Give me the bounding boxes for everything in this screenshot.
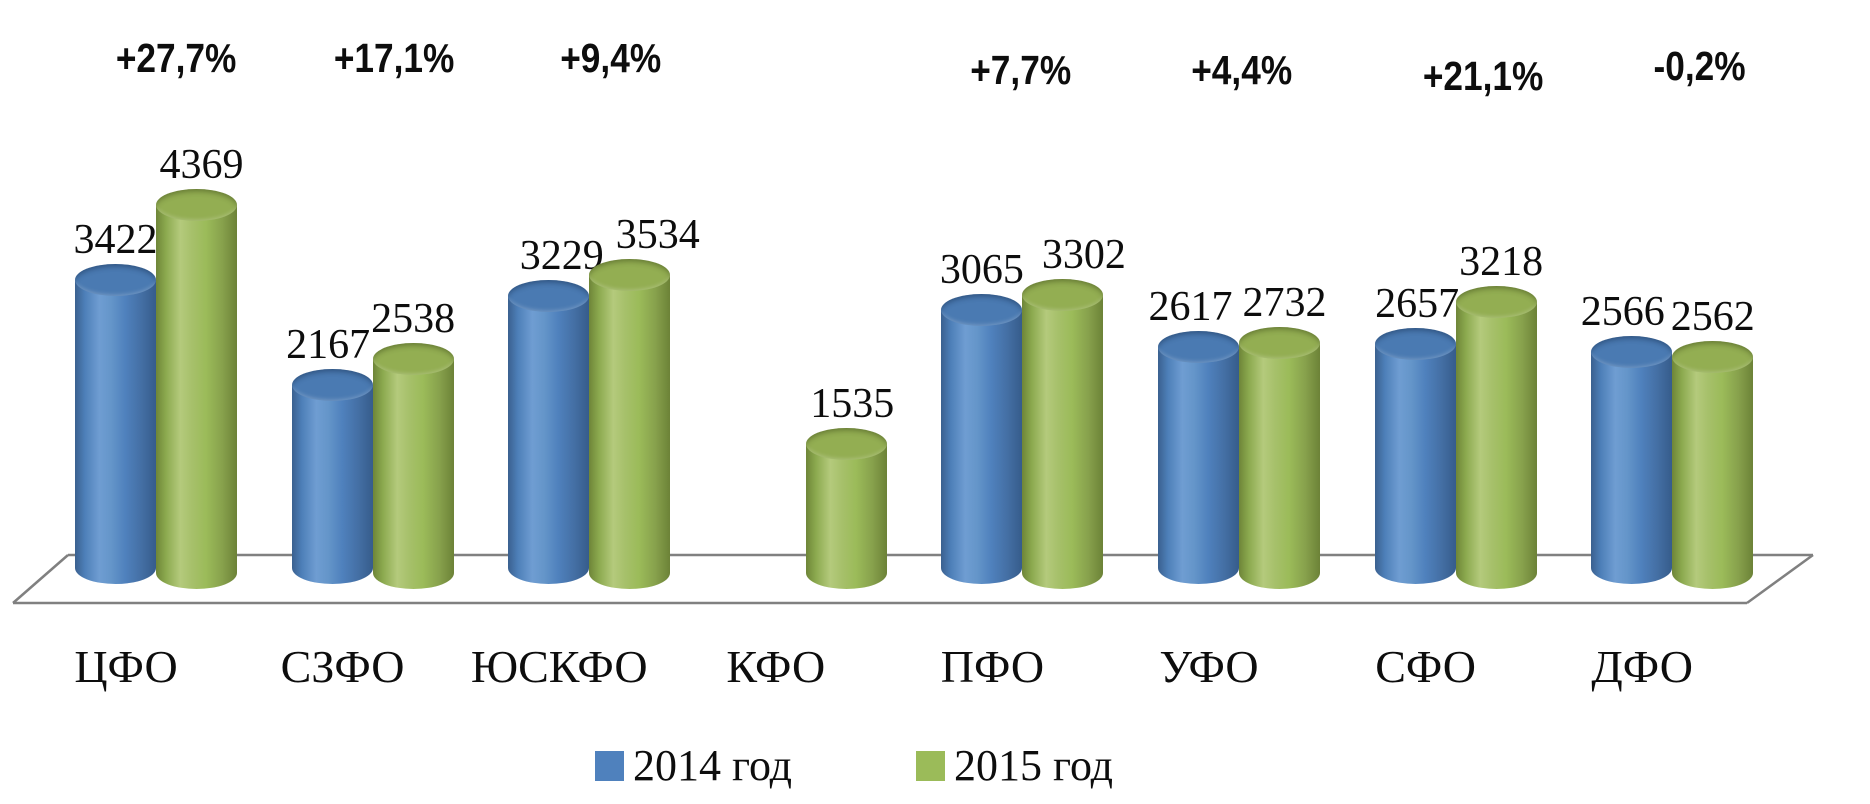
cylinder-body — [372, 359, 454, 589]
bar-2014-сфо — [1374, 328, 1456, 584]
cylinder-body — [508, 295, 590, 584]
category-label-пфо: ПФО — [940, 641, 1045, 692]
cylinder-body — [75, 279, 156, 584]
change-percent-label-пфо: +7,7% — [970, 47, 1072, 93]
cylinder-top — [1022, 278, 1104, 311]
cylinder-top — [1374, 328, 1456, 360]
cylinder-body — [1374, 344, 1456, 584]
category-label-сфо: СФО — [1375, 641, 1476, 692]
legend-item-2015: 2015 год — [916, 742, 1113, 790]
bar-2015-дфо — [1672, 341, 1754, 589]
bar-2015-кфо — [805, 427, 887, 589]
cylinder-top — [75, 263, 156, 296]
bar-2015-цфо — [156, 188, 237, 589]
change-percent-label-сзфо: +17,1% — [333, 35, 455, 81]
cylinder-top — [1239, 326, 1320, 359]
category-label-юскфо: ЮСКФО — [470, 641, 648, 692]
bar-2014-юскфо — [508, 279, 590, 584]
cylinder-top — [941, 293, 1023, 326]
bar-2014-дфо — [1591, 335, 1673, 584]
value-label-2015-пфо: 3302 — [1041, 231, 1126, 278]
value-label-2014-сзфо: 2167 — [286, 322, 371, 369]
cylinder-body — [941, 309, 1023, 584]
value-label-2015-дфо: 2562 — [1670, 294, 1755, 341]
value-label-2014-сфо: 2657 — [1375, 281, 1460, 327]
cylinder-top — [805, 427, 887, 460]
bar-2014-пфо — [941, 293, 1023, 584]
value-label-2014-дфо: 2566 — [1580, 288, 1665, 335]
value-label-2015-уфо: 2732 — [1242, 279, 1327, 326]
bar-2014-уфо — [1158, 331, 1239, 584]
change-percent-label-цфо: +27,7% — [115, 35, 237, 81]
cylinder-top — [1672, 341, 1754, 374]
cylinder-top — [156, 188, 237, 221]
cylinder-body — [1672, 357, 1754, 589]
category-label-сзфо: СЗФО — [280, 641, 405, 692]
cylinder-body — [1455, 301, 1537, 589]
legend-swatch-2014 — [595, 751, 624, 781]
cylinder-top — [508, 279, 590, 312]
cylinder-top — [589, 259, 671, 292]
bar-2015-пфо — [1022, 278, 1104, 589]
value-label-2015-сзфо: 2538 — [371, 296, 456, 343]
value-label-2014-пфо: 3065 — [939, 246, 1024, 293]
bar-2014-сзфо — [291, 369, 373, 584]
legend-label-2015: 2015 год — [954, 741, 1114, 790]
value-label-2015-сфо: 3218 — [1459, 238, 1544, 285]
change-percent-label-дфо: -0,2% — [1653, 43, 1747, 89]
cylinder-body — [805, 443, 887, 589]
bar-2014-цфо — [75, 263, 156, 584]
category-label-уфо: УФО — [1159, 641, 1259, 692]
change-percent-label-юскфо: +9,4% — [560, 35, 662, 81]
change-percent-label-уфо: +4,4% — [1191, 47, 1293, 93]
bar-2015-юскфо — [589, 259, 671, 589]
bar-2015-сфо — [1455, 285, 1537, 589]
cylinder-body — [291, 385, 373, 584]
cylinder-top — [1455, 285, 1537, 318]
cylinder-top — [372, 343, 454, 376]
cylinder-body — [156, 204, 237, 589]
bar-2015-уфо — [1239, 326, 1320, 589]
category-label-дфо: ДФО — [1591, 641, 1693, 692]
cylinder-top — [1158, 331, 1239, 364]
cylinder-body — [1022, 294, 1104, 589]
bar-2015-сзфо — [372, 343, 454, 589]
value-label-2015-кфо: 1535 — [810, 380, 895, 427]
cylinder-body — [1239, 342, 1320, 589]
cylinder-body — [1158, 347, 1239, 584]
value-label-2014-уфо: 2617 — [1148, 284, 1233, 331]
value-label-2014-цфо: 3422 — [73, 216, 158, 263]
legend-item-2014: 2014 год — [595, 742, 792, 790]
category-label-кфо: КФО — [726, 641, 826, 692]
value-label-2015-юскфо: 3534 — [615, 212, 700, 259]
cylinder-top — [1591, 335, 1673, 368]
cylinder-body — [589, 275, 671, 589]
legend-swatch-2015 — [916, 751, 945, 781]
cylinder-top — [291, 369, 373, 402]
change-percent-label-сфо: +21,1% — [1422, 53, 1544, 99]
cylinder-body — [1591, 351, 1673, 584]
legend-label-2014: 2014 год — [633, 741, 793, 790]
value-label-2015-цфо: 4369 — [159, 141, 244, 188]
category-label-цфо: ЦФО — [74, 641, 178, 692]
